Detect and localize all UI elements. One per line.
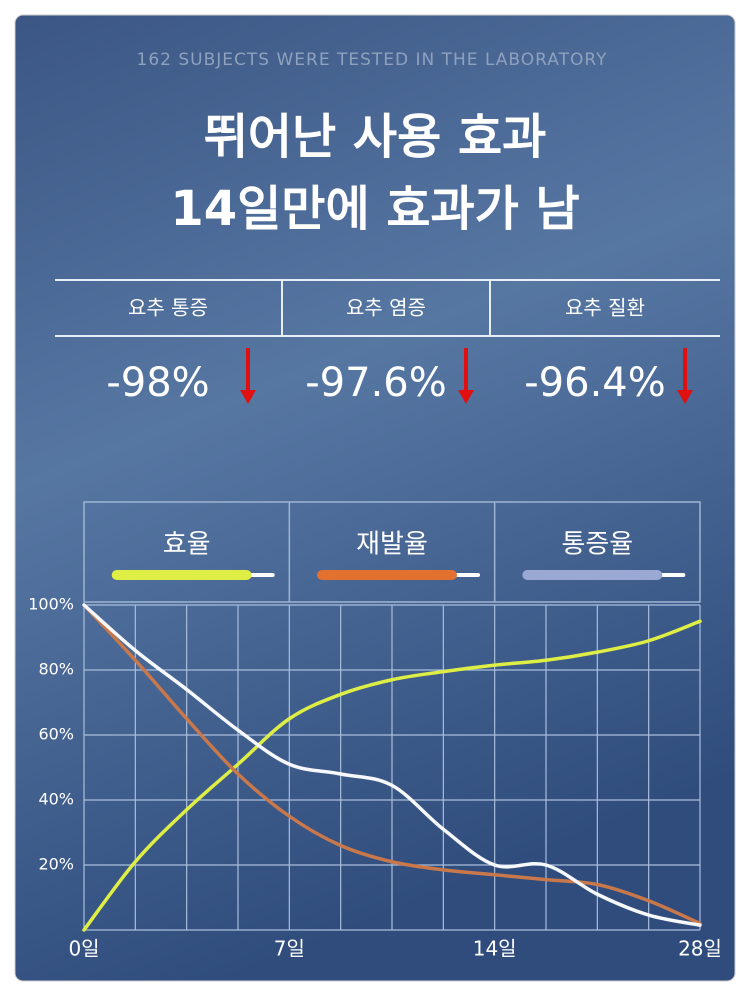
y-tick-label: 40% (38, 790, 74, 809)
stat-value: -97.6% (305, 360, 447, 406)
x-tick-label: 0일 (68, 937, 99, 961)
subtitle: 162 SUBJECTS WERE TESTED IN THE LABORATO… (137, 50, 608, 70)
stat-value: -96.4% (524, 360, 666, 406)
legend-box (83, 501, 701, 603)
stats-table (55, 279, 720, 337)
y-tick-label: 80% (38, 660, 74, 679)
series-line (82, 603, 702, 927)
series-line (82, 603, 702, 926)
down-arrow (458, 348, 474, 404)
x-tick-label: 28일 (678, 937, 722, 961)
x-tick-label: 14일 (473, 937, 517, 961)
y-tick-label: 60% (38, 725, 74, 744)
legend-label: 재발율 (356, 530, 428, 560)
title-line: 뛰어난 사용 효과 (204, 109, 547, 165)
stat-label: 요추 통증 (128, 296, 208, 320)
down-arrow (677, 348, 693, 404)
legend-label: 효율 (163, 530, 211, 560)
title-line: 14일만에 효과가 남 (170, 181, 579, 237)
y-tick-label: 100% (28, 595, 74, 614)
y-tick-label: 20% (38, 855, 74, 874)
stat-label: 요추 염증 (346, 296, 426, 320)
stat-value: -98% (106, 360, 209, 406)
legend-label: 통증율 (561, 530, 633, 560)
frame (14, 14, 736, 982)
stat-label: 요추 질환 (565, 296, 645, 320)
x-tick-label: 7일 (274, 937, 305, 961)
down-arrow (240, 348, 256, 404)
series-line (82, 619, 702, 932)
